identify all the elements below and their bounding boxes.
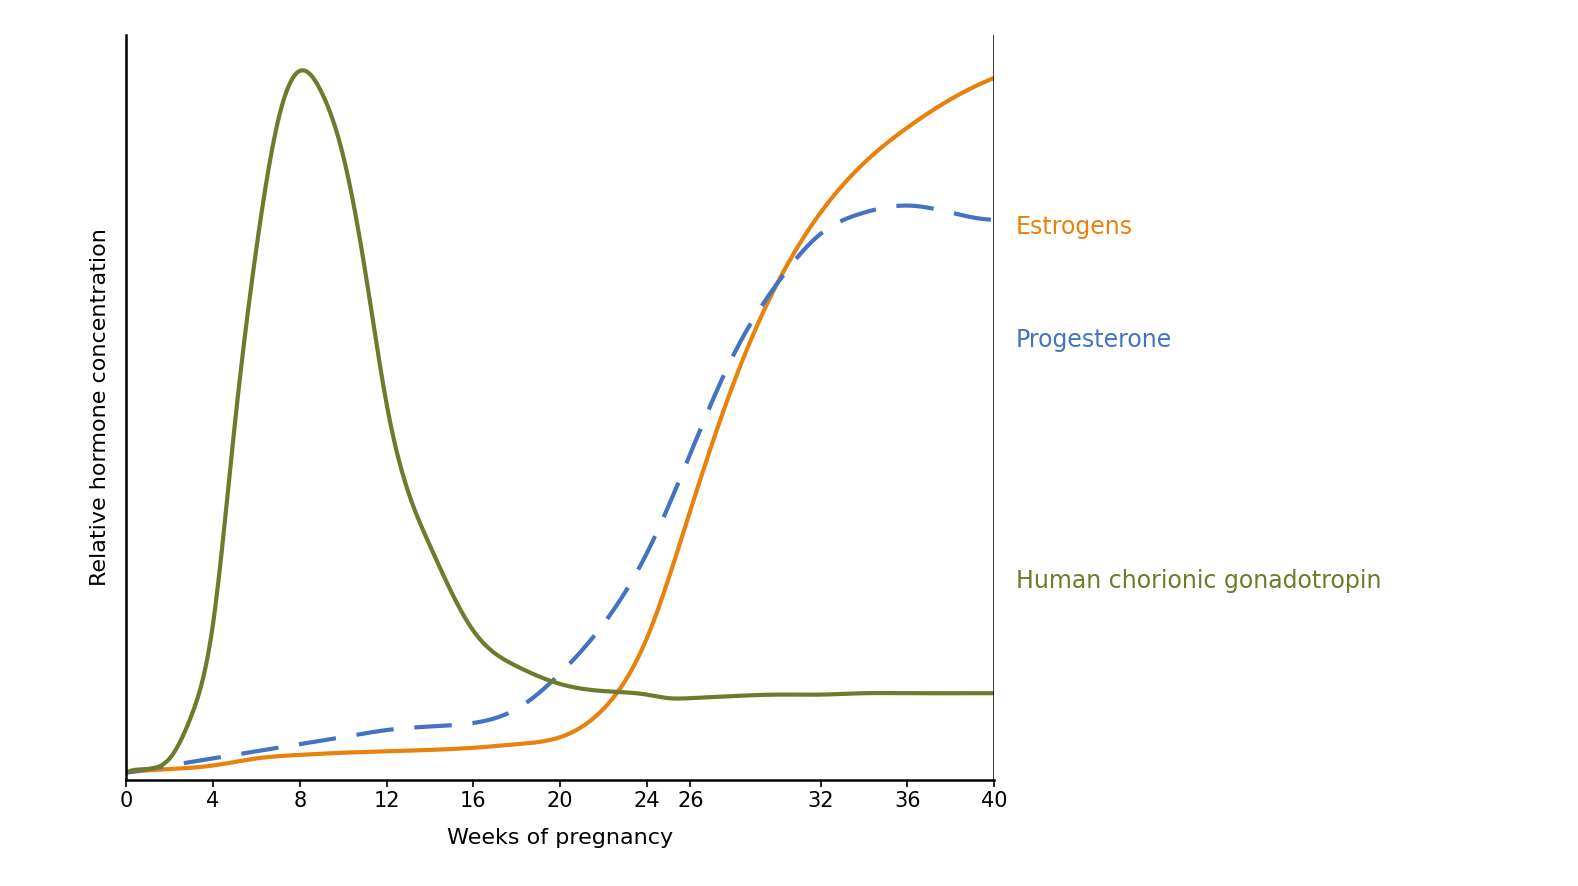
Y-axis label: Relative hormone concentration: Relative hormone concentration	[90, 229, 109, 587]
Text: Human chorionic gonadotropin: Human chorionic gonadotropin	[1016, 569, 1381, 594]
Text: Estrogens: Estrogens	[1016, 214, 1133, 239]
X-axis label: Weeks of pregnancy: Weeks of pregnancy	[447, 828, 674, 848]
Text: Progesterone: Progesterone	[1016, 328, 1172, 353]
